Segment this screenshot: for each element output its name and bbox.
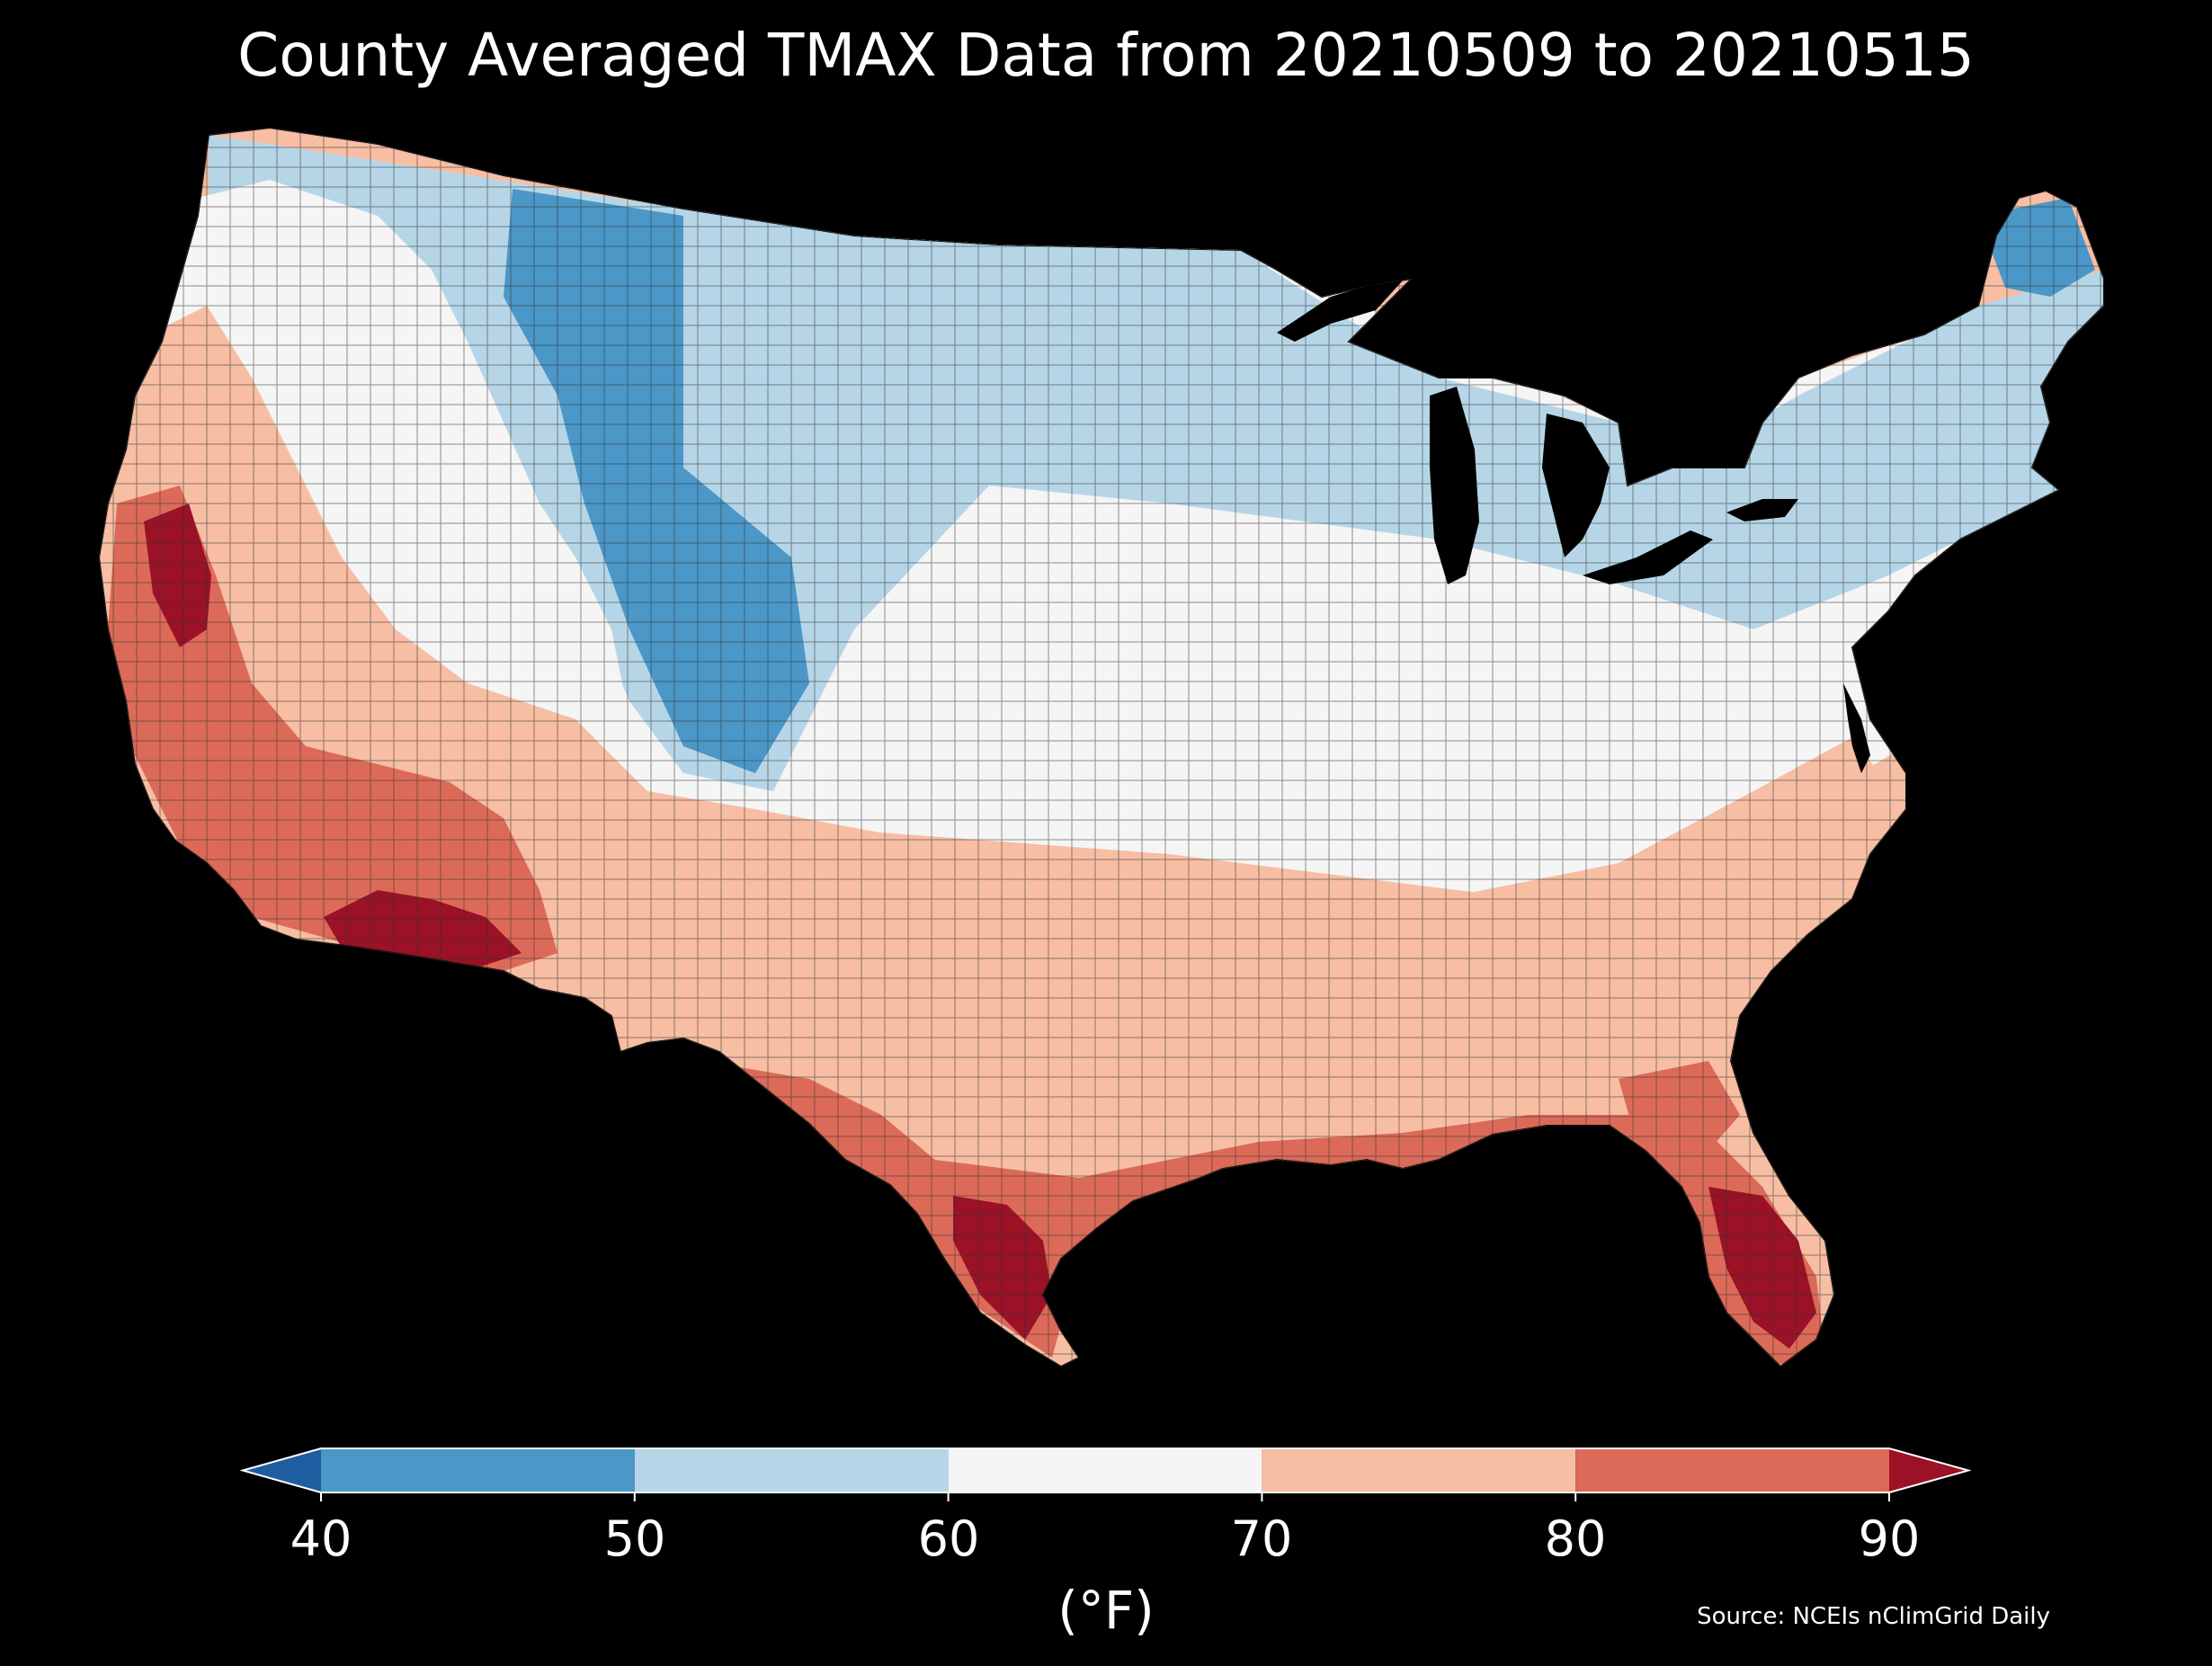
temperature-zone-12 bbox=[1708, 1187, 1816, 1349]
colorbar-bin-60-70 bbox=[948, 1448, 1262, 1492]
map-title: County Averaged TMAX Data from 20210509 … bbox=[237, 21, 1975, 90]
colorbar-tick-90: 90 bbox=[1858, 1510, 1921, 1567]
colorbar-bin-40-50 bbox=[321, 1448, 635, 1492]
source-credit: Source: NCEIs nClimGrid Daily bbox=[1697, 1603, 2050, 1630]
colorbar-tick-70: 70 bbox=[1230, 1510, 1293, 1567]
temperature-zone-4 bbox=[135, 180, 629, 737]
colorbar-tick-80: 80 bbox=[1544, 1510, 1607, 1567]
temperature-zone-5 bbox=[108, 306, 1906, 1367]
lake-michigan bbox=[1430, 387, 1479, 584]
temperature-zone-9 bbox=[144, 503, 211, 647]
lake-superior bbox=[1277, 281, 1403, 342]
temperature-zone-2 bbox=[504, 189, 809, 773]
chesapeake-bay bbox=[1843, 683, 1870, 773]
colorbar-tick-40: 40 bbox=[290, 1510, 352, 1567]
lake-huron bbox=[1542, 414, 1610, 557]
colorbar-arrow-low bbox=[243, 1448, 321, 1492]
lake-erie bbox=[1583, 530, 1713, 584]
colorbar-tick-60: 60 bbox=[917, 1510, 980, 1567]
colorbar-bin-70-80 bbox=[1262, 1448, 1576, 1492]
great-lakes bbox=[1277, 281, 1870, 773]
colorbar-units-label: (°F) bbox=[1057, 1580, 1155, 1641]
colorbar-bin-80-90 bbox=[1575, 1448, 1889, 1492]
lake-ontario bbox=[1726, 499, 1798, 521]
colorbar-tick-50: 50 bbox=[603, 1510, 666, 1567]
temperature-zone-6 bbox=[108, 486, 557, 971]
colorbar-arrow-high bbox=[1889, 1448, 1968, 1492]
colorbar-bin-50-60 bbox=[634, 1448, 949, 1492]
